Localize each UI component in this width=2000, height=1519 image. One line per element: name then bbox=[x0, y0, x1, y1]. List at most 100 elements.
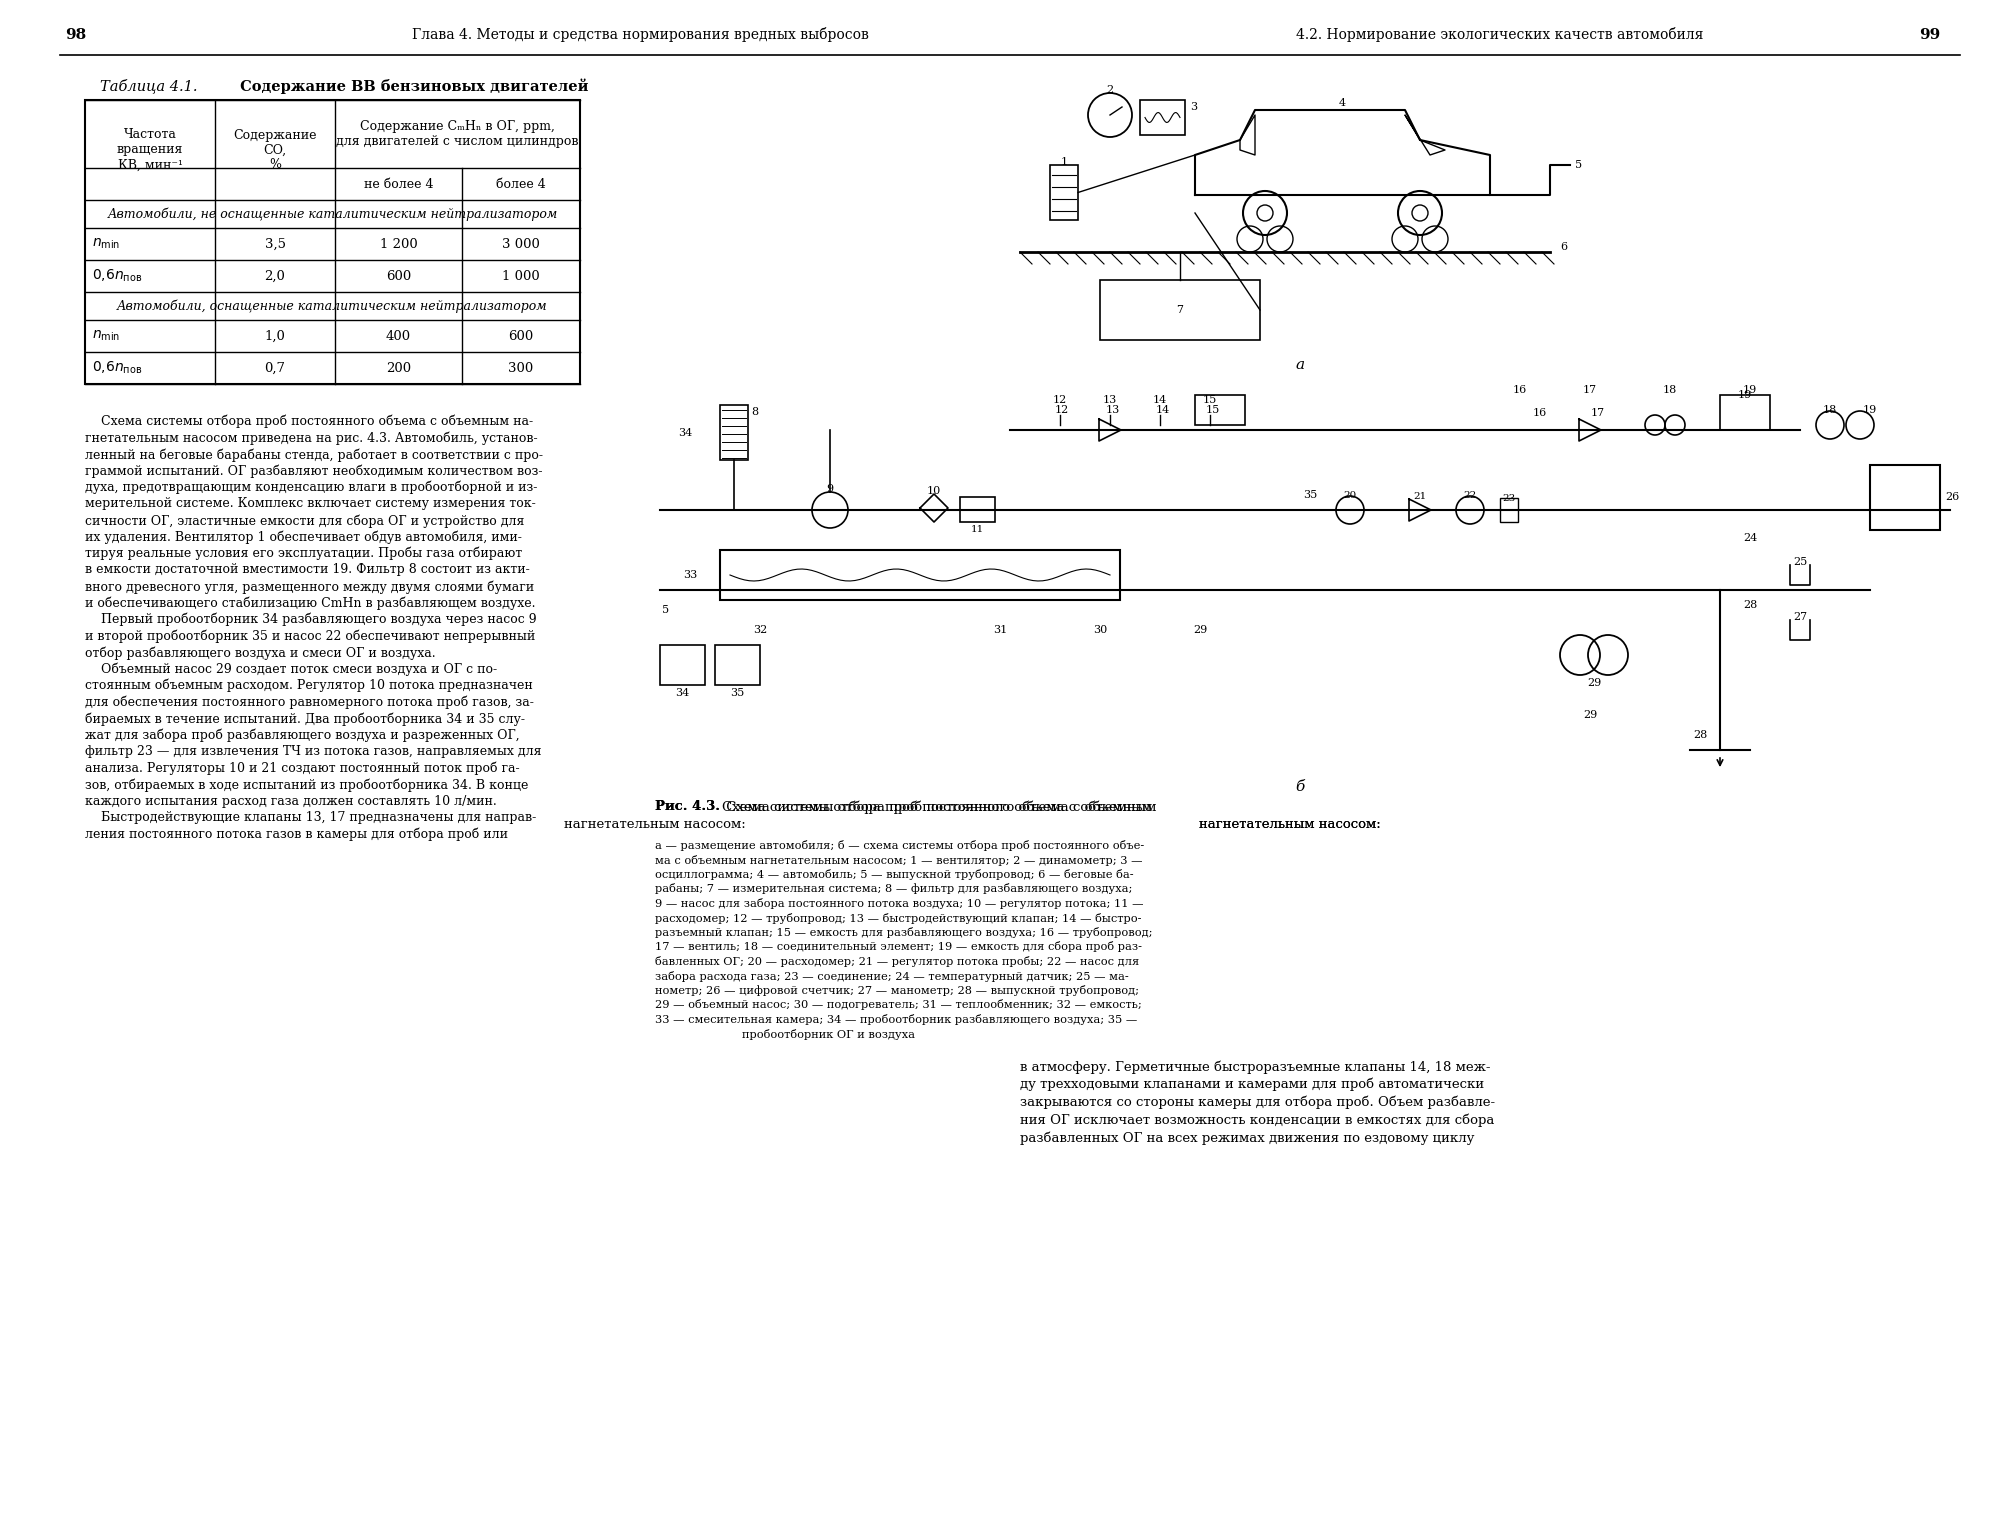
Text: 35: 35 bbox=[1302, 491, 1318, 500]
Text: Схема системы отбора проб постоянного объема с объемным на-: Схема системы отбора проб постоянного об… bbox=[84, 415, 534, 428]
Text: Частота
вращения
КВ, мин⁻¹: Частота вращения КВ, мин⁻¹ bbox=[116, 129, 184, 172]
Bar bbox=[1720, 395, 1770, 430]
Text: 19: 19 bbox=[1862, 406, 1878, 415]
Text: Автомобили, оснащенные каталитическим нейтрализатором: Автомобили, оснащенные каталитическим не… bbox=[118, 299, 548, 313]
Text: каждого испытания расход газа должен составлять 10 л/мин.: каждого испытания расход газа должен сос… bbox=[84, 794, 496, 808]
Bar bbox=[660, 646, 704, 685]
Text: забора расхода газа; 23 — соединение; 24 — температурный датчик; 25 — ма-: забора расхода газа; 23 — соединение; 24… bbox=[656, 971, 1128, 981]
Text: 29: 29 bbox=[1586, 677, 1602, 688]
Text: 11: 11 bbox=[970, 526, 984, 535]
Text: Содержание
CO,
%: Содержание CO, % bbox=[234, 129, 316, 172]
Text: Объемный насос 29 создает поток смеси воздуха и ОГ с по-: Объемный насос 29 создает поток смеси во… bbox=[84, 662, 498, 676]
Text: граммой испытаний. ОГ разбавляют необходимым количеством воз-: граммой испытаний. ОГ разбавляют необход… bbox=[84, 465, 542, 478]
Text: осциллограмма; 4 — автомобиль; 5 — выпускной трубопровод; 6 — беговые ба-: осциллограмма; 4 — автомобиль; 5 — выпус… bbox=[656, 869, 1134, 880]
Text: 29: 29 bbox=[1582, 709, 1598, 720]
Text: в атмосферу. Герметичные быстроразъемные клапаны 14, 18 меж-: в атмосферу. Герметичные быстроразъемные… bbox=[1020, 1060, 1490, 1074]
Text: 27: 27 bbox=[1792, 612, 1808, 621]
Text: 12: 12 bbox=[1052, 395, 1068, 406]
Bar bbox=[720, 406, 748, 460]
Text: рабаны; 7 — измерительная система; 8 — фильтр для разбавляющего воздуха;: рабаны; 7 — измерительная система; 8 — ф… bbox=[656, 884, 1132, 895]
Text: 0,6$n_{\mathrm{пов}}$: 0,6$n_{\mathrm{пов}}$ bbox=[92, 267, 142, 284]
Text: 15: 15 bbox=[1206, 406, 1220, 415]
Text: 20: 20 bbox=[1344, 491, 1356, 500]
Text: 15: 15 bbox=[1202, 395, 1218, 406]
Text: 5: 5 bbox=[1576, 159, 1582, 170]
Text: более 4: более 4 bbox=[496, 178, 546, 190]
Text: 300: 300 bbox=[508, 362, 534, 375]
Text: 19: 19 bbox=[1738, 390, 1752, 399]
Text: 34: 34 bbox=[676, 688, 690, 699]
Bar bbox=[1050, 166, 1078, 220]
Text: тируя реальные условия его эксплуатации. Пробы газа отбирают: тируя реальные условия его эксплуатации.… bbox=[84, 547, 522, 561]
Text: нагнетательным насосом:: нагнетательным насосом: bbox=[1200, 819, 1380, 831]
Text: 1 200: 1 200 bbox=[380, 237, 418, 251]
Text: их удаления. Вентилятор 1 обеспечивает обдув автомобиля, ими-: их удаления. Вентилятор 1 обеспечивает о… bbox=[84, 530, 522, 544]
Bar bbox=[1196, 395, 1244, 425]
Text: $n_{\mathrm{min}}$: $n_{\mathrm{min}}$ bbox=[92, 328, 120, 343]
Text: 13: 13 bbox=[1102, 395, 1118, 406]
Text: 200: 200 bbox=[386, 362, 412, 375]
Text: 400: 400 bbox=[386, 330, 412, 342]
Text: 2: 2 bbox=[1106, 85, 1114, 96]
Text: 3 000: 3 000 bbox=[502, 237, 540, 251]
Text: 1: 1 bbox=[1060, 156, 1068, 167]
Bar bbox=[720, 550, 1120, 600]
Text: жат для забора проб разбавляющего воздуха и разреженных ОГ,: жат для забора проб разбавляющего воздух… bbox=[84, 729, 520, 741]
Text: 98: 98 bbox=[64, 27, 86, 43]
Text: б: б bbox=[1296, 779, 1304, 794]
Text: гнетательным насосом приведена на рис. 4.3. Автомобиль, установ-: гнетательным насосом приведена на рис. 4… bbox=[84, 431, 538, 445]
Text: анализа. Регуляторы 10 и 21 создают постоянный поток проб га-: анализа. Регуляторы 10 и 21 создают пост… bbox=[84, 761, 520, 775]
Text: 21: 21 bbox=[1414, 492, 1426, 501]
Text: Содержание CₘHₙ в ОГ, ppm,
для двигателей с числом цилиндров: Содержание CₘHₙ в ОГ, ppm, для двигателе… bbox=[336, 120, 578, 147]
Text: 16: 16 bbox=[1512, 384, 1528, 395]
Text: закрываются со стороны камеры для отбора проб. Объем разбавле-: закрываются со стороны камеры для отбора… bbox=[1020, 1095, 1496, 1109]
Text: 30: 30 bbox=[1092, 624, 1108, 635]
Text: 33: 33 bbox=[682, 570, 698, 580]
Text: 0,7: 0,7 bbox=[264, 362, 286, 375]
Text: 32: 32 bbox=[752, 624, 768, 635]
Text: бираемых в течение испытаний. Два пробоотборника 34 и 35 слу-: бираемых в течение испытаний. Два пробоо… bbox=[84, 712, 524, 726]
Text: не более 4: не более 4 bbox=[364, 178, 434, 190]
Text: отбор разбавляющего воздуха и смеси ОГ и воздуха.: отбор разбавляющего воздуха и смеси ОГ и… bbox=[84, 646, 436, 659]
Text: 10: 10 bbox=[926, 486, 942, 497]
Text: Рис. 4.3.: Рис. 4.3. bbox=[656, 801, 720, 813]
Bar bbox=[960, 497, 996, 523]
Text: 16: 16 bbox=[1532, 409, 1548, 418]
Bar bbox=[84, 100, 580, 384]
Text: 99: 99 bbox=[1918, 27, 1940, 43]
Text: 600: 600 bbox=[386, 269, 412, 283]
Text: 9 — насос для забора постоянного потока воздуха; 10 — регулятор потока; 11 —: 9 — насос для забора постоянного потока … bbox=[656, 898, 1144, 908]
Text: 5: 5 bbox=[662, 605, 670, 615]
Text: пробоотборник ОГ и воздуха: пробоотборник ОГ и воздуха bbox=[656, 1028, 916, 1039]
Text: 19: 19 bbox=[1742, 384, 1758, 395]
Text: 26: 26 bbox=[1944, 492, 1960, 503]
Bar bbox=[1870, 465, 1940, 530]
Text: 4: 4 bbox=[1338, 99, 1346, 108]
Text: 17: 17 bbox=[1590, 409, 1606, 418]
Text: духа, предотвращающим конденсацию влаги в пробоотборной и из-: духа, предотвращающим конденсацию влаги … bbox=[84, 482, 538, 495]
Text: 34: 34 bbox=[678, 427, 692, 437]
Text: 4.2. Нормирование экологических качеств автомобиля: 4.2. Нормирование экологических качеств … bbox=[1296, 27, 1704, 43]
Text: ления постоянного потока газов в камеры для отбора проб или: ления постоянного потока газов в камеры … bbox=[84, 828, 508, 842]
Text: Автомобили, не оснащенные каталитическим нейтрализатором: Автомобили, не оснащенные каталитическим… bbox=[108, 207, 558, 220]
Text: 3: 3 bbox=[1190, 102, 1198, 112]
Text: 29: 29 bbox=[1192, 624, 1208, 635]
Text: Схема системы отбора проб постоянного объема с объемным: Схема системы отбора проб постоянного об… bbox=[722, 801, 1152, 814]
Text: нометр; 26 — цифровой счетчик; 27 — манометр; 28 — выпускной трубопровод;: нометр; 26 — цифровой счетчик; 27 — мано… bbox=[656, 984, 1140, 996]
Text: $n_{\mathrm{min}}$: $n_{\mathrm{min}}$ bbox=[92, 237, 120, 251]
Text: 17: 17 bbox=[1582, 384, 1598, 395]
Text: 3,5: 3,5 bbox=[264, 237, 286, 251]
Text: 1 000: 1 000 bbox=[502, 269, 540, 283]
Text: 28: 28 bbox=[1692, 731, 1708, 740]
Text: Глава 4. Методы и средства нормирования вредных выбросов: Глава 4. Методы и средства нормирования … bbox=[412, 27, 868, 43]
Text: 13: 13 bbox=[1106, 406, 1120, 415]
Text: 2,0: 2,0 bbox=[264, 269, 286, 283]
Text: ния ОГ исключает возможность конденсации в емкостях для сбора: ния ОГ исключает возможность конденсации… bbox=[1020, 1113, 1494, 1127]
Text: 35: 35 bbox=[730, 688, 744, 699]
Text: стоянным объемным расходом. Регулятор 10 потока предназначен: стоянным объемным расходом. Регулятор 10… bbox=[84, 679, 532, 693]
Text: мерительной системе. Комплекс включает систему измерения ток-: мерительной системе. Комплекс включает с… bbox=[84, 498, 536, 510]
Text: Содержание ВВ бензиновых двигателей: Содержание ВВ бензиновых двигателей bbox=[236, 77, 588, 94]
Text: 23: 23 bbox=[1502, 494, 1516, 503]
Text: для обеспечения постоянного равномерного потока проб газов, за-: для обеспечения постоянного равномерного… bbox=[84, 696, 534, 709]
Text: и обеспечивающего стабилизацию CmHn в разбавляющем воздухе.: и обеспечивающего стабилизацию CmHn в ра… bbox=[84, 597, 536, 611]
